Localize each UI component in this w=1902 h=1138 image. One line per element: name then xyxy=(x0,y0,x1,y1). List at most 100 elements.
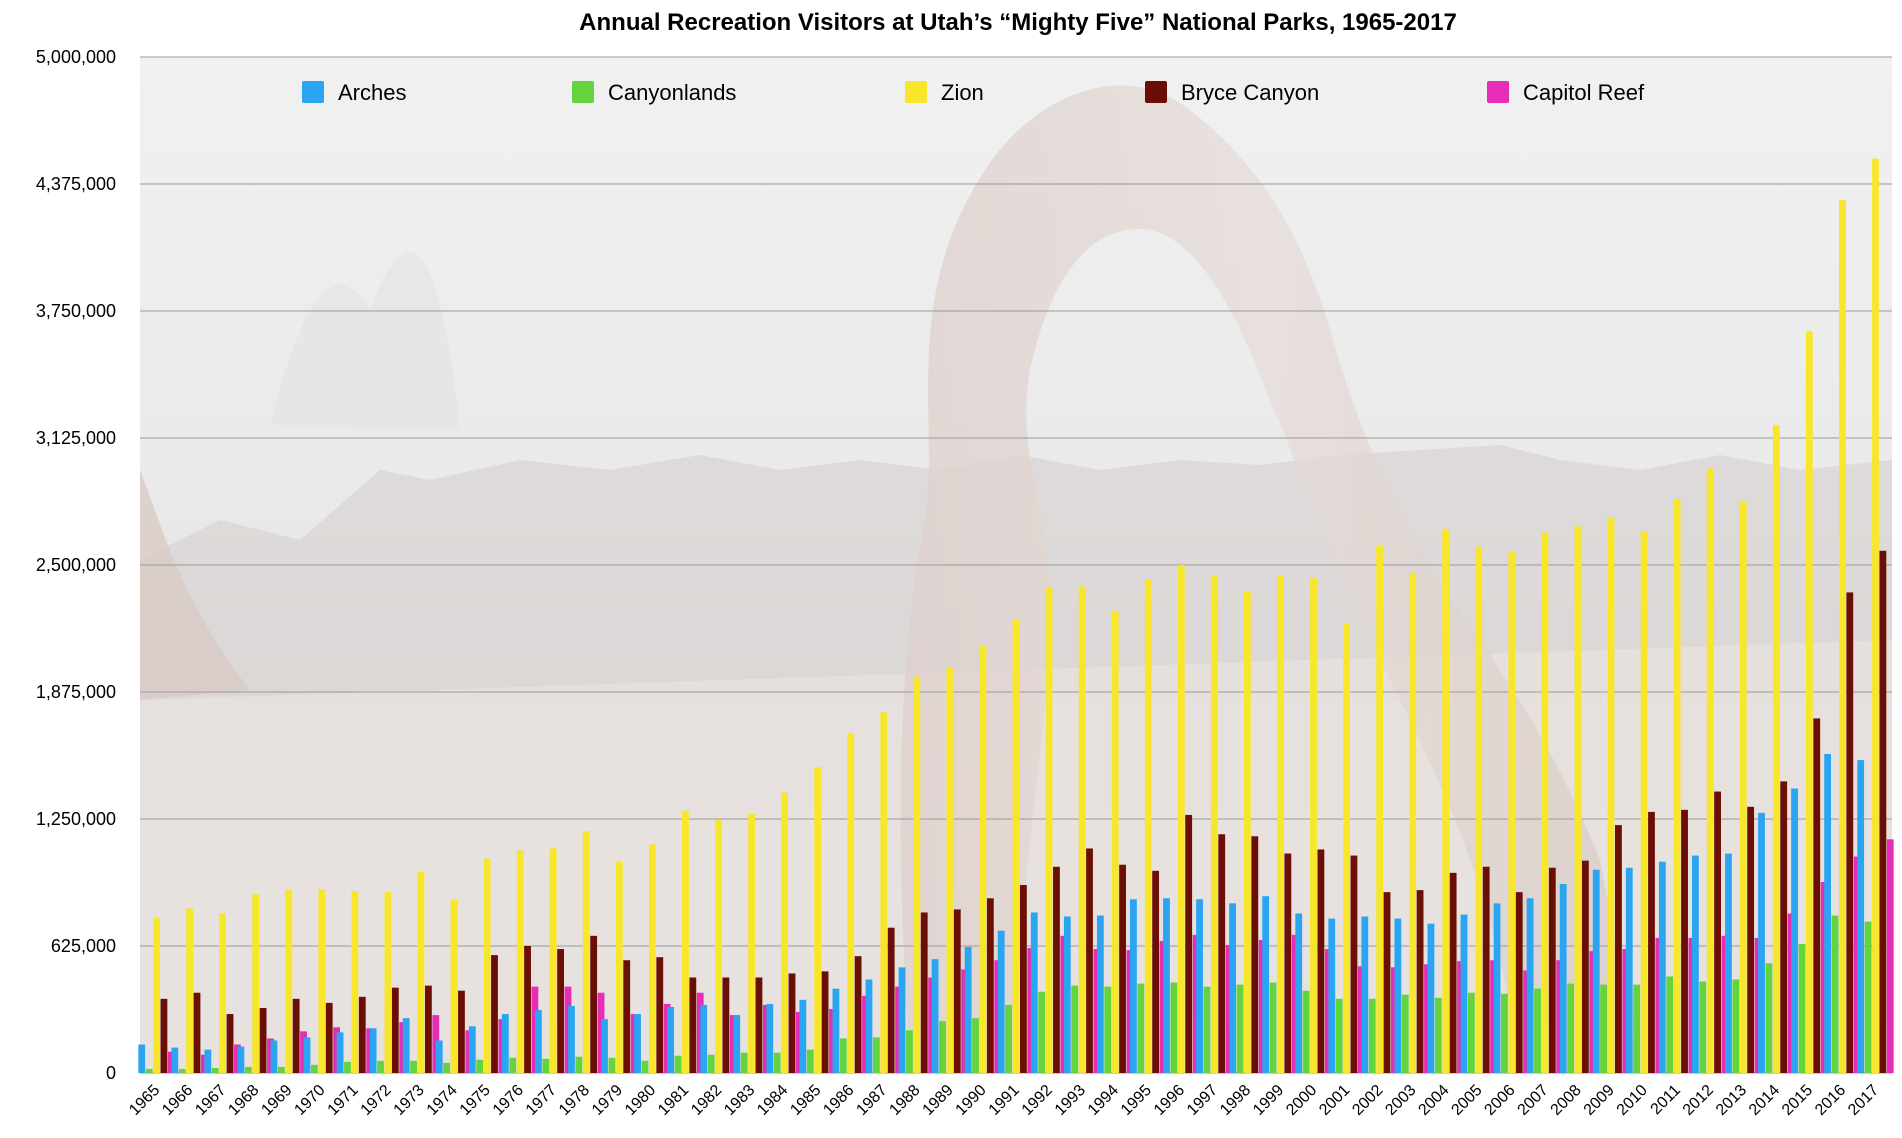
bar-arches-1974 xyxy=(435,1040,443,1073)
bar-capitol-reef-2002 xyxy=(1391,967,1398,1073)
bar-canyonlands-2011 xyxy=(1666,976,1674,1073)
bar-arches-2008 xyxy=(1559,884,1567,1073)
bar-arches-2012 xyxy=(1691,855,1699,1073)
bar-canyonlands-2013 xyxy=(1732,979,1740,1073)
bar-canyonlands-1985 xyxy=(806,1049,814,1073)
bar-arches-2002 xyxy=(1361,916,1369,1073)
bar-capitol-reef-2003 xyxy=(1424,964,1431,1073)
x-tick-label: 1970 xyxy=(291,1082,328,1119)
bar-bryce-canyon-1986 xyxy=(854,956,862,1073)
bar-bryce-canyon-1992 xyxy=(1053,866,1060,1073)
x-tick-label: 1988 xyxy=(886,1082,923,1119)
bar-capitol-reef-2005 xyxy=(1490,960,1497,1073)
bar-capitol-reef-1994 xyxy=(1126,950,1134,1073)
x-tick-label: 2001 xyxy=(1316,1082,1353,1119)
bar-capitol-reef-1974 xyxy=(465,1030,473,1073)
bar-canyonlands-1977 xyxy=(542,1058,550,1073)
bar-arches-2010 xyxy=(1625,867,1633,1073)
x-tick-label: 2011 xyxy=(1648,1082,1684,1118)
bar-zion-1999 xyxy=(1277,575,1284,1073)
bar-arches-1985 xyxy=(799,999,807,1073)
bar-bryce-canyon-2003 xyxy=(1416,890,1424,1073)
bar-arches-2011 xyxy=(1658,861,1666,1073)
x-tick-label: 1999 xyxy=(1250,1082,1287,1119)
bar-zion-1984 xyxy=(781,792,789,1073)
bar-canyonlands-1968 xyxy=(244,1066,252,1073)
x-tick-label: 1971 xyxy=(325,1082,362,1119)
legend-swatch xyxy=(1487,81,1509,103)
bar-zion-2014 xyxy=(1772,424,1780,1073)
bar-zion-1998 xyxy=(1243,591,1251,1073)
bar-zion-1991 xyxy=(1012,618,1020,1073)
x-tick-label: 1995 xyxy=(1118,1082,1155,1119)
bar-zion-2004 xyxy=(1442,529,1450,1073)
x-tick-label: 2012 xyxy=(1680,1082,1717,1119)
y-axis-ticks: 0 625,000 1,250,000 1,875,000 2,500,000 3,125… xyxy=(36,47,116,1083)
x-tick-label: 1987 xyxy=(853,1082,890,1119)
bar-arches-2004 xyxy=(1427,923,1435,1073)
bar-arches-1999 xyxy=(1262,896,1270,1073)
x-tick-label: 1980 xyxy=(622,1082,659,1119)
x-tick-label: 1976 xyxy=(490,1082,527,1119)
bar-arches-1987 xyxy=(865,979,873,1073)
bar-canyonlands-1999 xyxy=(1269,982,1277,1073)
bar-arches-1998 xyxy=(1229,903,1236,1073)
bar-canyonlands-1994 xyxy=(1104,986,1112,1073)
x-tick-label: 1967 xyxy=(192,1082,229,1119)
bar-zion-1977 xyxy=(549,848,557,1073)
bar-bryce-canyon-1982 xyxy=(722,977,730,1073)
bar-canyonlands-1989 xyxy=(939,1021,946,1073)
bar-zion-1987 xyxy=(880,712,888,1073)
bar-canyonlands-1979 xyxy=(608,1057,616,1073)
bar-canyonlands-2005 xyxy=(1467,992,1475,1073)
bar-arches-1972 xyxy=(369,1028,377,1073)
bar-bryce-canyon-2009 xyxy=(1615,825,1622,1073)
bar-bryce-canyon-1997 xyxy=(1218,834,1226,1073)
bar-zion-1970 xyxy=(318,889,326,1073)
bar-capitol-reef-1969 xyxy=(300,1031,307,1073)
bar-bryce-canyon-1976 xyxy=(524,946,531,1073)
bar-zion-1965 xyxy=(153,917,160,1073)
bar-canyonlands-2017 xyxy=(1864,921,1872,1073)
x-tick-label: 1968 xyxy=(225,1082,262,1119)
bar-bryce-canyon-1979 xyxy=(623,960,631,1073)
bar-capitol-reef-2011 xyxy=(1688,937,1696,1073)
bar-capitol-reef-2012 xyxy=(1721,935,1729,1073)
bar-zion-1985 xyxy=(814,767,822,1073)
bar-canyonlands-1973 xyxy=(410,1060,417,1073)
x-tick-label: 2000 xyxy=(1283,1082,1320,1119)
bar-bryce-canyon-1994 xyxy=(1119,864,1126,1073)
y-tick-label: 1,250,000 xyxy=(36,809,116,829)
bar-capitol-reef-2008 xyxy=(1589,951,1597,1073)
bar-arches-1975 xyxy=(468,1026,476,1073)
bar-capitol-reef-1970 xyxy=(333,1027,341,1073)
bar-bryce-canyon-2014 xyxy=(1780,781,1788,1073)
legend-swatch xyxy=(1145,81,1167,103)
x-tick-label: 1981 xyxy=(655,1082,692,1119)
bar-canyonlands-2012 xyxy=(1699,981,1707,1073)
bar-capitol-reef-1998 xyxy=(1258,939,1266,1073)
bar-arches-1981 xyxy=(667,1006,675,1073)
x-tick-label: 2008 xyxy=(1548,1082,1585,1119)
bar-arches-1988 xyxy=(898,967,906,1073)
bar-zion-1997 xyxy=(1210,576,1218,1073)
bar-bryce-canyon-1998 xyxy=(1251,836,1259,1073)
bar-arches-2017 xyxy=(1857,760,1865,1073)
bar-canyonlands-2015 xyxy=(1798,943,1806,1073)
x-tick-label: 1989 xyxy=(920,1082,957,1119)
bar-bryce-canyon-2001 xyxy=(1350,855,1358,1073)
bar-canyonlands-2001 xyxy=(1335,998,1343,1073)
bar-zion-2005 xyxy=(1475,546,1483,1073)
bar-arches-1973 xyxy=(402,1018,410,1073)
y-tick-label: 5,000,000 xyxy=(36,47,116,67)
bar-capitol-reef-2013 xyxy=(1754,937,1762,1073)
bar-arches-1977 xyxy=(535,1010,542,1073)
bar-arches-1984 xyxy=(766,1003,774,1073)
bar-zion-1982 xyxy=(715,820,722,1073)
bar-canyonlands-1987 xyxy=(872,1037,880,1073)
bar-zion-2016 xyxy=(1839,200,1846,1074)
bar-bryce-canyon-1974 xyxy=(458,990,465,1073)
bar-zion-1967 xyxy=(219,913,227,1073)
bar-arches-1970 xyxy=(303,1037,311,1073)
bar-arches-1980 xyxy=(634,1014,641,1073)
